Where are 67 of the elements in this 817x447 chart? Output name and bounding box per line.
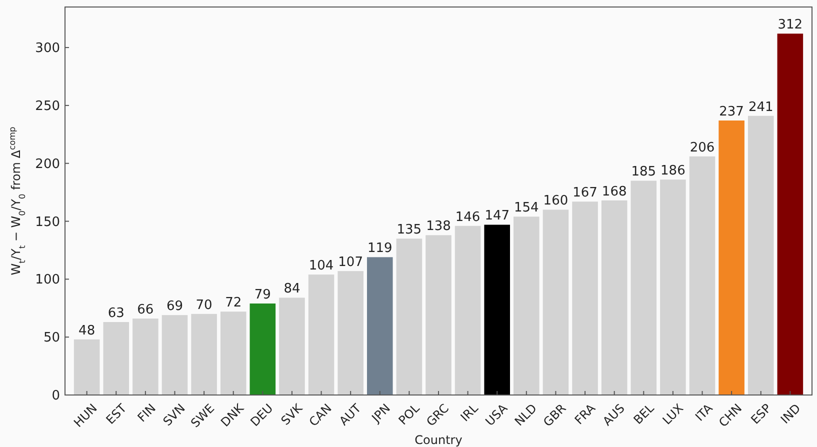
data-label: 48	[78, 323, 96, 338]
y-tick-label: 250	[35, 99, 60, 114]
data-label: 66	[137, 302, 154, 318]
bar	[542, 210, 569, 395]
y-tick-label: 200	[35, 156, 60, 172]
bar	[426, 235, 452, 395]
data-label: 72	[225, 296, 242, 311]
bar	[601, 200, 628, 395]
bar	[279, 298, 305, 395]
data-label: 84	[284, 282, 300, 297]
bar	[514, 216, 540, 395]
x-tick-label: ESP	[748, 401, 774, 427]
bar	[396, 238, 422, 395]
data-label: 63	[108, 306, 124, 322]
y-tick-label: 50	[43, 330, 60, 346]
y-tick-label: 150	[35, 214, 60, 230]
bar	[660, 180, 686, 395]
bar	[718, 120, 744, 395]
data-label: 154	[514, 200, 539, 216]
data-label: 167	[572, 186, 598, 201]
data-label: 168	[602, 184, 627, 200]
data-label: 69	[166, 299, 184, 314]
bar	[454, 226, 481, 395]
data-label: 312	[778, 18, 803, 33]
data-label: 119	[367, 241, 392, 256]
y-tick-label: 300	[35, 41, 60, 56]
y-tick-label: 100	[35, 272, 60, 288]
data-label: 104	[308, 258, 334, 274]
bar	[366, 257, 393, 395]
data-label: 185	[631, 164, 656, 180]
bar	[162, 315, 188, 395]
bar	[777, 34, 804, 395]
bar	[132, 318, 158, 395]
x-tick-label: ITA	[692, 400, 716, 424]
bar	[220, 312, 246, 395]
x-axis-title: Country	[414, 433, 462, 447]
data-label: 70	[196, 298, 212, 313]
bar	[748, 116, 774, 395]
data-label: 147	[484, 208, 510, 224]
data-label: 146	[455, 210, 480, 225]
data-label: 237	[719, 104, 744, 120]
x-tick-label: IND	[778, 401, 804, 426]
bar	[308, 274, 334, 395]
y-tick-label: 0	[52, 388, 60, 404]
bar	[338, 271, 364, 395]
bar	[630, 180, 657, 395]
x-tick-label: POL	[396, 400, 422, 428]
data-label: 79	[254, 288, 271, 302]
x-tick-label: IRL	[458, 400, 482, 424]
x-tick-label: BEL	[630, 400, 657, 427]
data-label: 186	[660, 164, 686, 179]
data-label: 206	[690, 140, 715, 156]
bar	[484, 224, 510, 395]
x-tick-label: FIN	[134, 401, 158, 425]
bar	[250, 304, 276, 395]
bar	[572, 202, 598, 395]
x-tick-label: USA	[482, 400, 511, 429]
data-label: 107	[338, 255, 363, 270]
data-label: 135	[396, 222, 422, 238]
bar	[689, 156, 716, 395]
bar	[74, 339, 100, 395]
data-label: 241	[748, 100, 774, 115]
data-label: 160	[543, 194, 568, 209]
x-tick-label: FRA	[572, 400, 599, 428]
bar	[103, 322, 130, 395]
bar	[191, 314, 217, 395]
data-label: 138	[426, 219, 451, 234]
